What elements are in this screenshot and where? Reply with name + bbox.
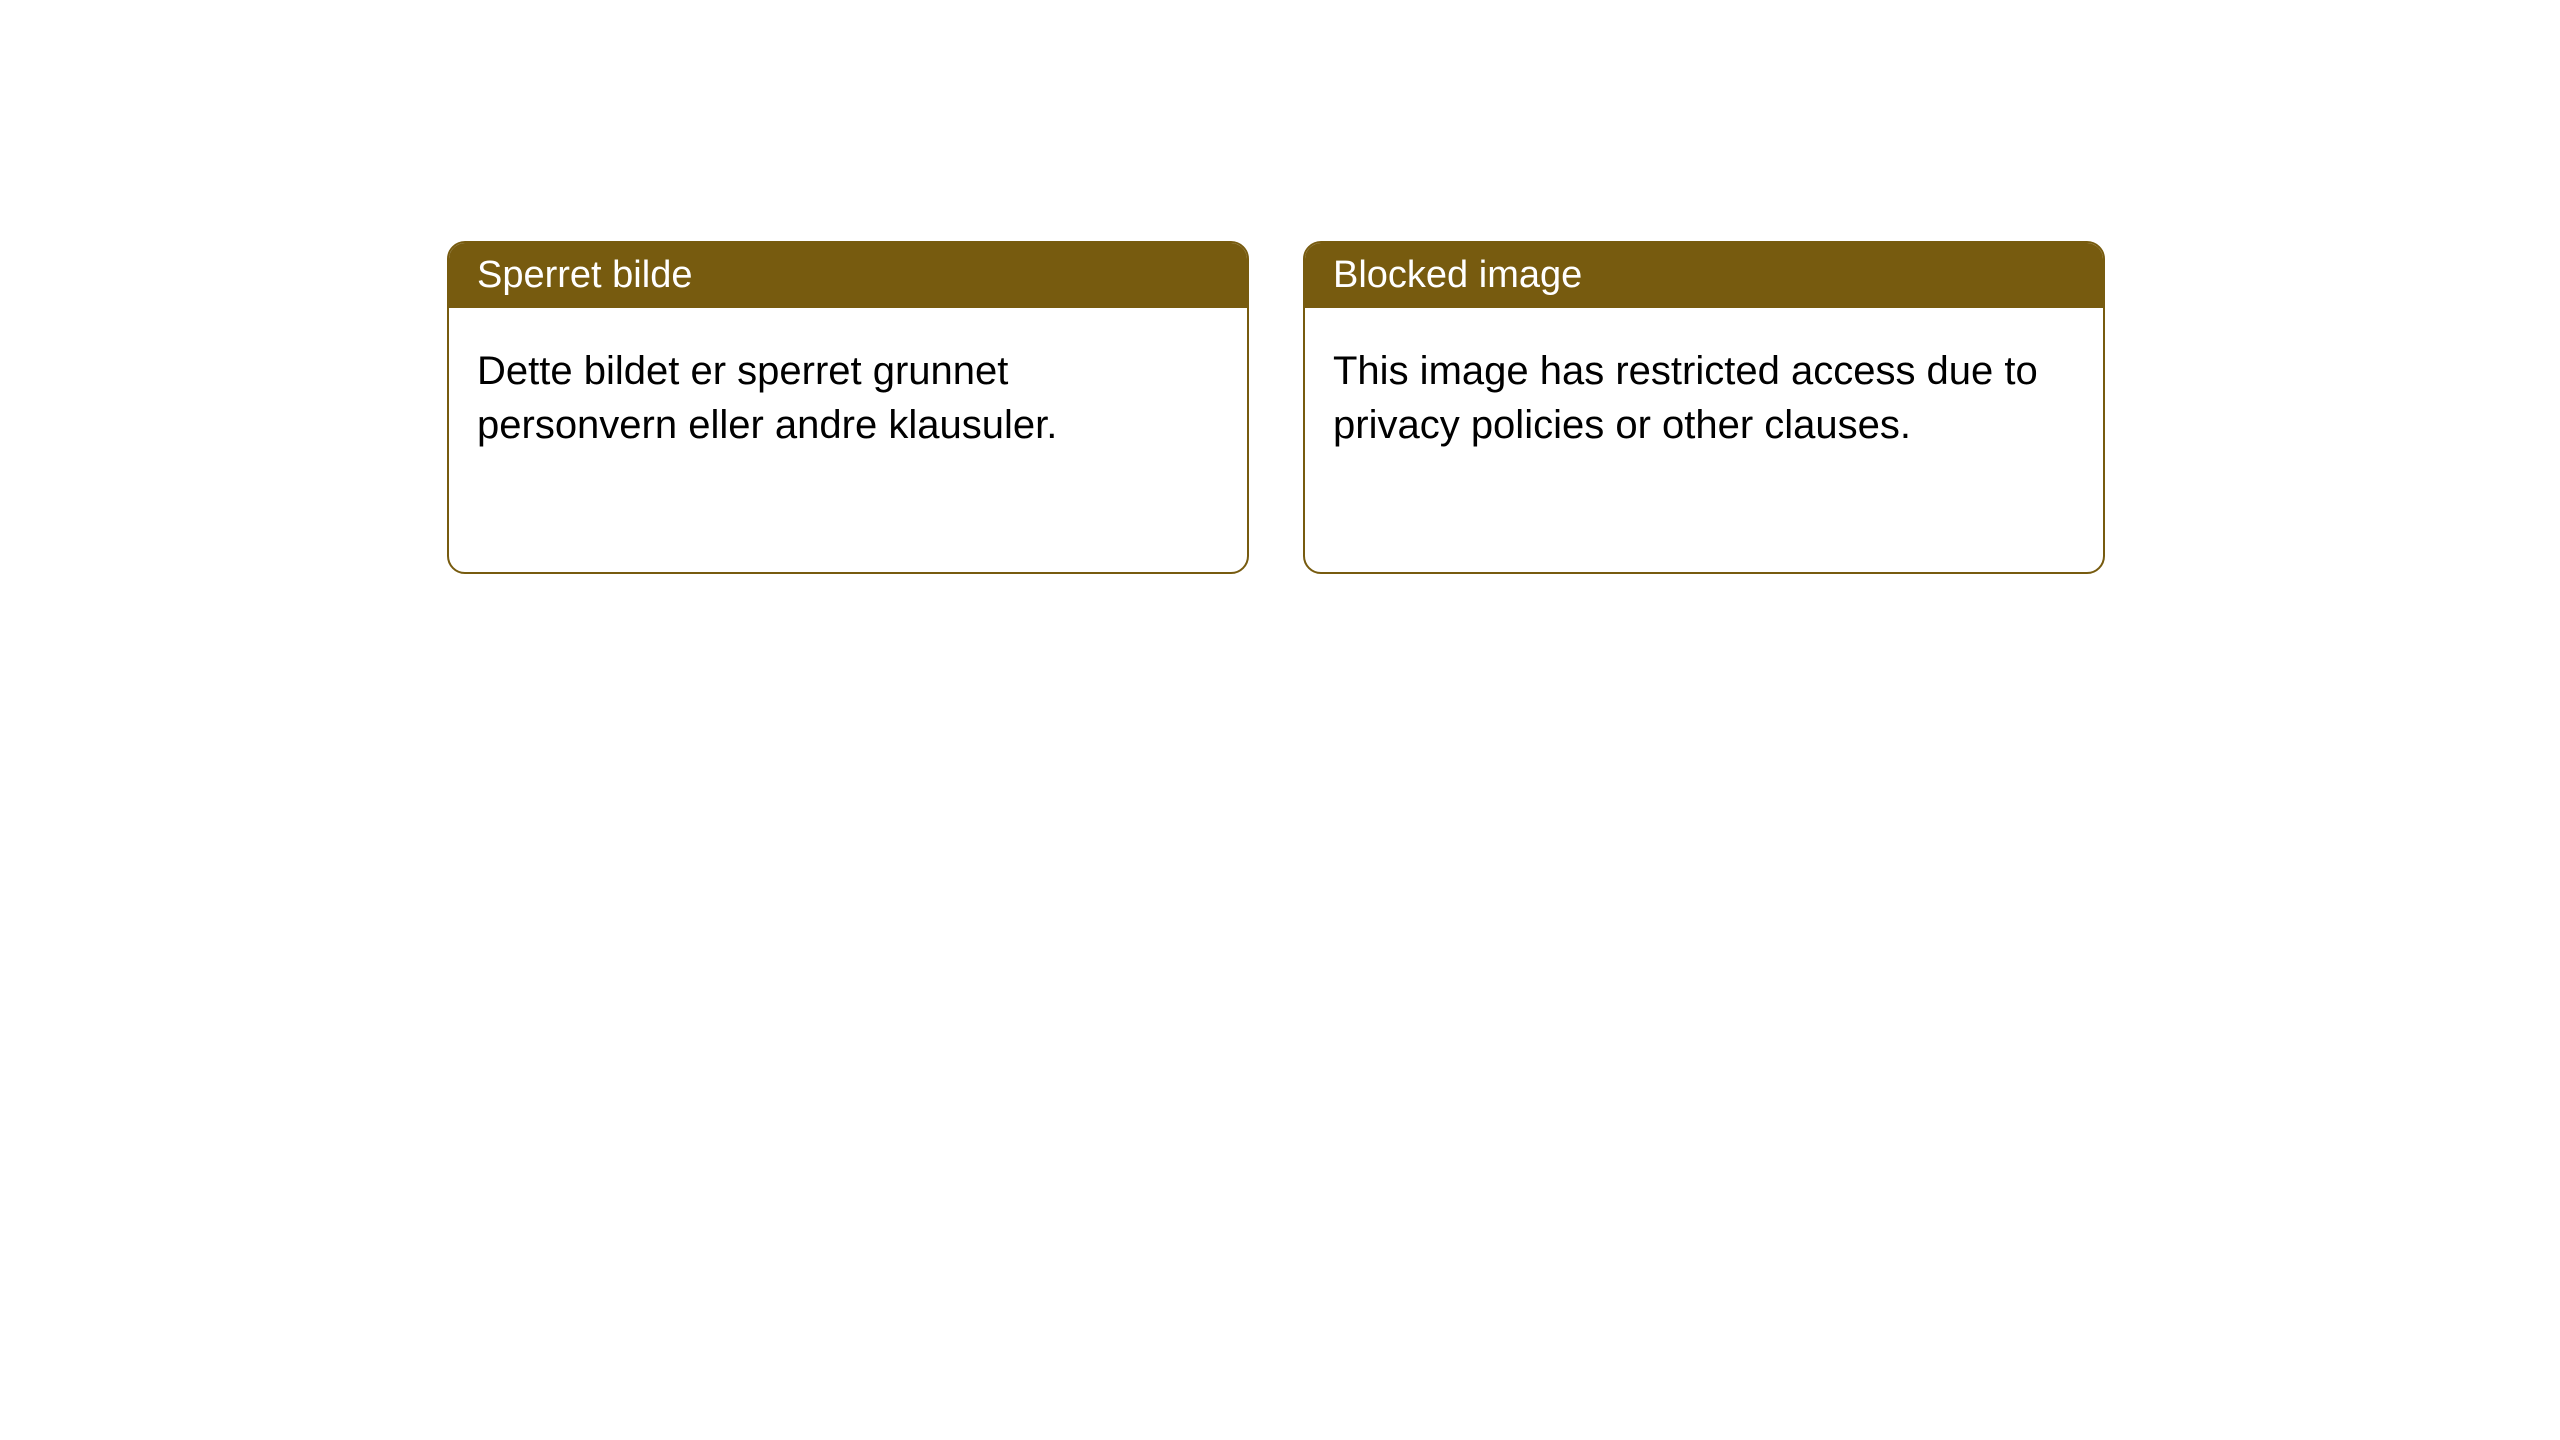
notice-title: Sperret bilde: [477, 254, 692, 296]
notice-card-english: Blocked image This image has restricted …: [1303, 241, 2105, 574]
notice-header: Blocked image: [1305, 243, 2103, 308]
notice-container: Sperret bilde Dette bildet er sperret gr…: [447, 241, 2105, 574]
notice-body-text: This image has restricted access due to …: [1333, 349, 2038, 447]
notice-body-text: Dette bildet er sperret grunnet personve…: [477, 349, 1057, 447]
notice-header: Sperret bilde: [449, 243, 1247, 308]
notice-body: Dette bildet er sperret grunnet personve…: [449, 308, 1247, 488]
notice-title: Blocked image: [1333, 254, 1582, 296]
notice-body: This image has restricted access due to …: [1305, 308, 2103, 488]
notice-card-norwegian: Sperret bilde Dette bildet er sperret gr…: [447, 241, 1249, 574]
